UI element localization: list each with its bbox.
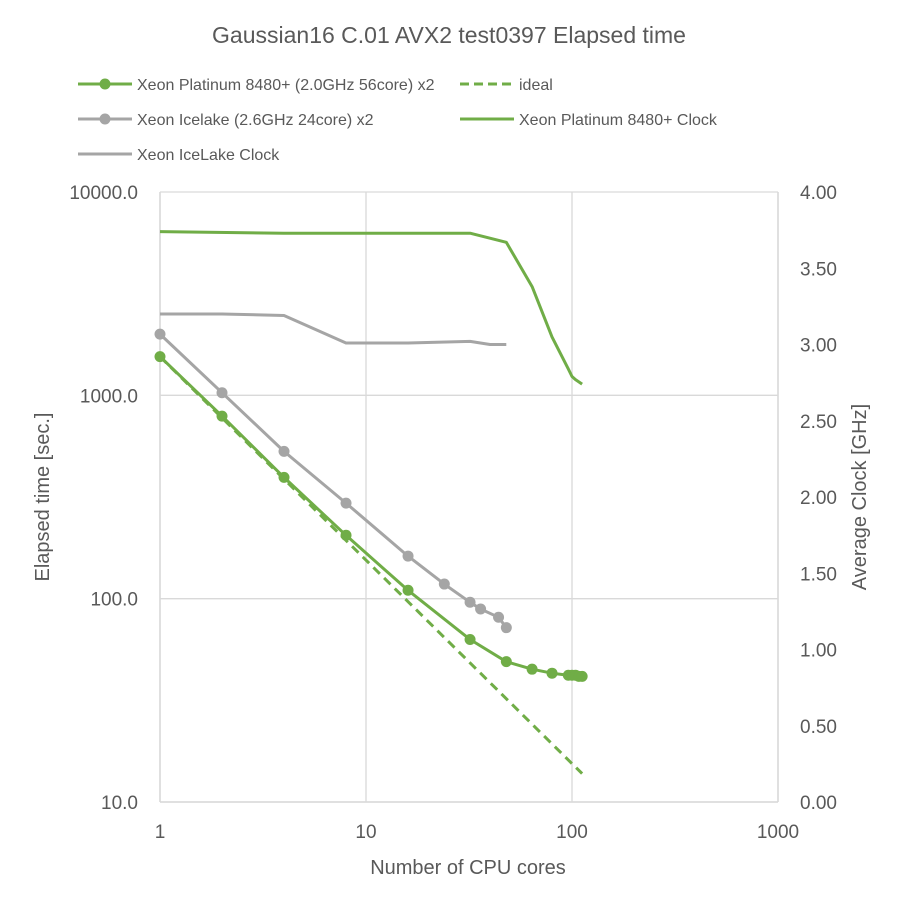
- gridlines: [159, 191, 779, 803]
- x-tick-label: 10: [355, 822, 376, 843]
- tick-labels: 10.0 100.0 1000.0 10000.0 1 10 100 10000.00 0.50…: [69, 183, 837, 843]
- x-tick-label: 1: [155, 822, 166, 843]
- x-axis-label: Number of CPU cores: [370, 857, 566, 879]
- y2-tick-label: 3.50: [800, 259, 837, 280]
- y2-tick-label: 2.50: [800, 412, 837, 433]
- legend-label-1: ideal: [519, 77, 553, 94]
- legend: Xeon Platinum 8480+ (2.0GHz 56core) x2 id…: [78, 77, 718, 164]
- data-point: [500, 656, 512, 668]
- data-point: [402, 584, 414, 596]
- data-point: [278, 445, 290, 457]
- chart-title: Gaussian16 C.01 AVX2 test0397 Elapsed ti…: [212, 22, 686, 48]
- legend-label-3: Xeon Platinum 8480+ Clock: [519, 112, 718, 129]
- legend-marker-0: [99, 78, 111, 90]
- y2-axis-label: Average Clock [GHz]: [849, 404, 871, 590]
- data-point: [546, 667, 558, 679]
- legend-label-2: Xeon Icelake (2.6GHz 24core) x2: [137, 112, 374, 129]
- data-point: [576, 670, 588, 682]
- y2-tick-label: 3.00: [800, 336, 837, 357]
- y2-tick-label: 0.50: [800, 717, 837, 738]
- data-point: [500, 622, 512, 634]
- data-point: [154, 328, 166, 340]
- y2-tick-label: 1.50: [800, 564, 837, 585]
- data-point: [475, 603, 487, 615]
- data-point: [402, 550, 414, 562]
- series-line-4: [160, 312, 507, 346]
- y2-tick-label: 0.00: [800, 793, 837, 814]
- data-point: [464, 596, 476, 608]
- data-point: [216, 387, 228, 399]
- data-point: [464, 633, 476, 645]
- series-line-2: [158, 333, 508, 629]
- y-tick-label: 1000.0: [80, 386, 138, 407]
- series-line-0: [158, 355, 583, 678]
- y2-tick-label: 1.00: [800, 641, 837, 662]
- data-point: [340, 497, 352, 509]
- legend-marker-2: [99, 113, 111, 125]
- series-line-3: [159, 230, 583, 386]
- data-point: [493, 611, 505, 623]
- y-tick-label: 10000.0: [69, 183, 138, 204]
- y2-tick-label: 4.00: [800, 183, 837, 204]
- legend-label-0: Xeon Platinum 8480+ (2.0GHz 56core) x2: [137, 77, 435, 94]
- legend-label-4: Xeon IceLake Clock: [137, 147, 280, 164]
- series-group: [154, 230, 588, 775]
- y-tick-label: 10.0: [101, 793, 138, 814]
- axes: [159, 192, 779, 803]
- x-tick-label: 100: [556, 822, 588, 843]
- y-tick-label: 100.0: [90, 590, 138, 611]
- y2-tick-label: 2.00: [800, 488, 837, 509]
- data-point: [526, 663, 538, 675]
- x-tick-label: 1000: [757, 822, 799, 843]
- series-line-1: [158, 355, 584, 775]
- y-axis-label: Elapsed time [sec.]: [32, 413, 54, 582]
- data-point: [438, 578, 450, 590]
